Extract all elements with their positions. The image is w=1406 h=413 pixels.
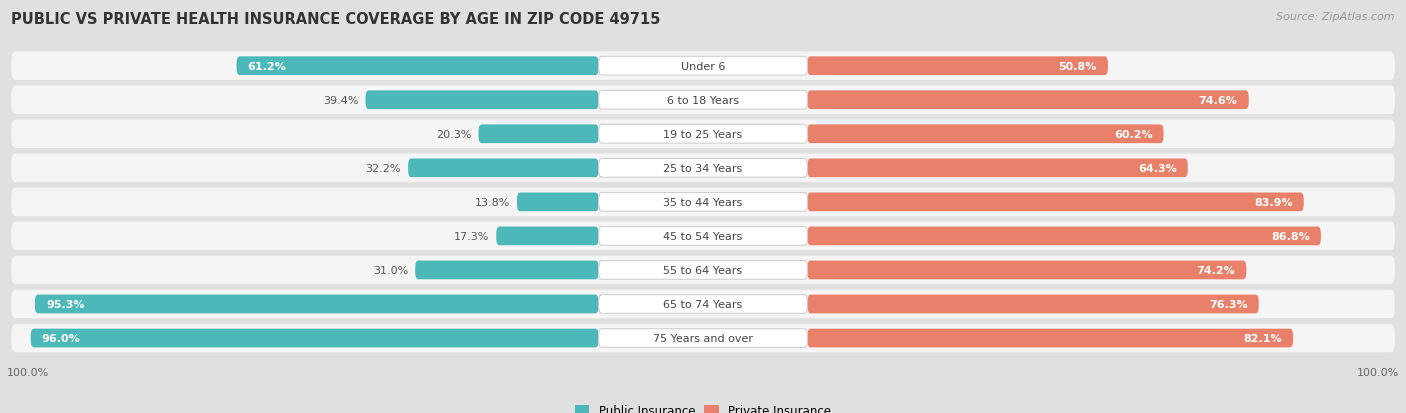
Text: 82.1%: 82.1%: [1243, 333, 1282, 343]
Text: Source: ZipAtlas.com: Source: ZipAtlas.com: [1277, 12, 1395, 22]
Text: 19 to 25 Years: 19 to 25 Years: [664, 129, 742, 140]
Text: 50.8%: 50.8%: [1059, 62, 1097, 71]
Text: 32.2%: 32.2%: [366, 164, 401, 173]
FancyBboxPatch shape: [599, 295, 807, 313]
Text: 17.3%: 17.3%: [454, 231, 489, 241]
FancyBboxPatch shape: [599, 329, 807, 348]
Text: 100.0%: 100.0%: [1357, 367, 1399, 377]
FancyBboxPatch shape: [11, 154, 1395, 183]
FancyBboxPatch shape: [599, 91, 807, 110]
FancyBboxPatch shape: [517, 193, 599, 212]
Text: 100.0%: 100.0%: [7, 367, 49, 377]
Text: 31.0%: 31.0%: [373, 265, 408, 275]
FancyBboxPatch shape: [807, 193, 1303, 212]
FancyBboxPatch shape: [366, 91, 599, 110]
FancyBboxPatch shape: [807, 159, 1188, 178]
Text: 74.6%: 74.6%: [1199, 95, 1237, 105]
Text: PUBLIC VS PRIVATE HEALTH INSURANCE COVERAGE BY AGE IN ZIP CODE 49715: PUBLIC VS PRIVATE HEALTH INSURANCE COVER…: [11, 12, 661, 27]
Text: 74.2%: 74.2%: [1197, 265, 1236, 275]
FancyBboxPatch shape: [807, 91, 1249, 110]
FancyBboxPatch shape: [599, 261, 807, 280]
Text: 60.2%: 60.2%: [1114, 129, 1153, 140]
Text: 35 to 44 Years: 35 to 44 Years: [664, 197, 742, 207]
FancyBboxPatch shape: [807, 57, 1108, 76]
Text: 13.8%: 13.8%: [475, 197, 510, 207]
Text: Under 6: Under 6: [681, 62, 725, 71]
FancyBboxPatch shape: [11, 52, 1395, 81]
FancyBboxPatch shape: [11, 290, 1395, 318]
Text: 96.0%: 96.0%: [42, 333, 80, 343]
Text: 55 to 64 Years: 55 to 64 Years: [664, 265, 742, 275]
Text: 83.9%: 83.9%: [1254, 197, 1292, 207]
FancyBboxPatch shape: [496, 227, 599, 246]
Legend: Public Insurance, Private Insurance: Public Insurance, Private Insurance: [575, 404, 831, 413]
Text: 20.3%: 20.3%: [436, 129, 471, 140]
FancyBboxPatch shape: [599, 125, 807, 144]
FancyBboxPatch shape: [807, 227, 1320, 246]
Text: 64.3%: 64.3%: [1137, 164, 1177, 173]
Text: 39.4%: 39.4%: [323, 95, 359, 105]
Text: 61.2%: 61.2%: [247, 62, 287, 71]
FancyBboxPatch shape: [807, 125, 1164, 144]
FancyBboxPatch shape: [35, 295, 599, 313]
FancyBboxPatch shape: [807, 295, 1258, 313]
FancyBboxPatch shape: [478, 125, 599, 144]
FancyBboxPatch shape: [11, 256, 1395, 285]
Text: 65 to 74 Years: 65 to 74 Years: [664, 299, 742, 309]
Text: 45 to 54 Years: 45 to 54 Years: [664, 231, 742, 241]
FancyBboxPatch shape: [415, 261, 599, 280]
Text: 25 to 34 Years: 25 to 34 Years: [664, 164, 742, 173]
FancyBboxPatch shape: [236, 57, 599, 76]
FancyBboxPatch shape: [599, 227, 807, 246]
FancyBboxPatch shape: [11, 324, 1395, 352]
FancyBboxPatch shape: [599, 193, 807, 212]
FancyBboxPatch shape: [408, 159, 599, 178]
FancyBboxPatch shape: [599, 57, 807, 76]
FancyBboxPatch shape: [11, 86, 1395, 115]
FancyBboxPatch shape: [11, 120, 1395, 149]
Text: 76.3%: 76.3%: [1209, 299, 1247, 309]
FancyBboxPatch shape: [11, 188, 1395, 217]
FancyBboxPatch shape: [599, 159, 807, 178]
FancyBboxPatch shape: [31, 329, 599, 348]
Text: 95.3%: 95.3%: [46, 299, 84, 309]
FancyBboxPatch shape: [807, 329, 1294, 348]
Text: 86.8%: 86.8%: [1271, 231, 1310, 241]
Text: 6 to 18 Years: 6 to 18 Years: [666, 95, 740, 105]
Text: 75 Years and over: 75 Years and over: [652, 333, 754, 343]
FancyBboxPatch shape: [11, 222, 1395, 251]
FancyBboxPatch shape: [807, 261, 1246, 280]
